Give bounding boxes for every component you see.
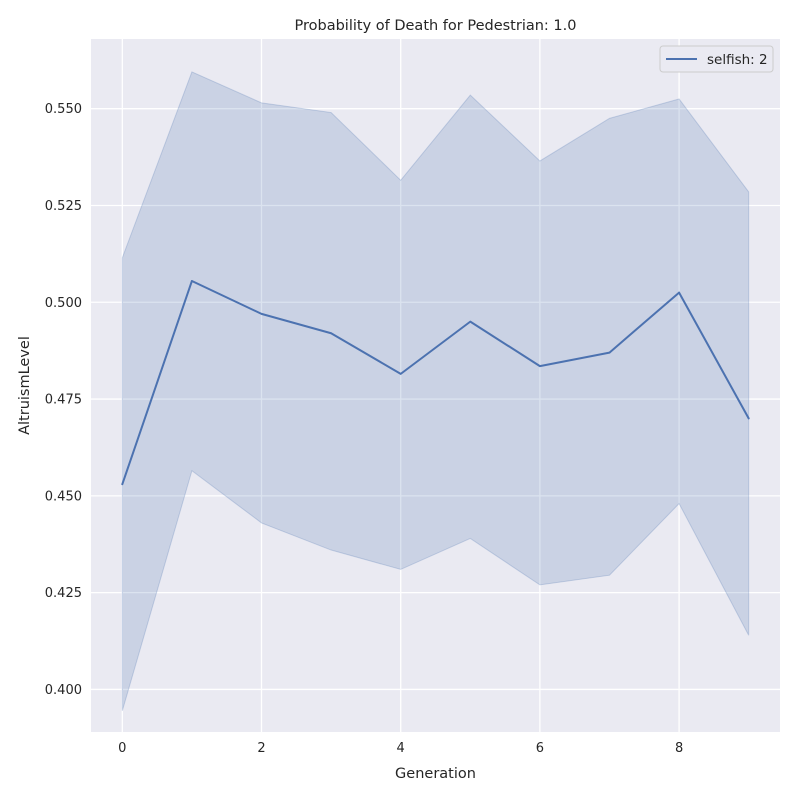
- x-axis-title: Generation: [395, 766, 476, 782]
- y-tick-label: 0.425: [45, 586, 82, 601]
- data-point: [678, 291, 680, 294]
- y-tick-label: 0.450: [45, 489, 82, 504]
- y-tick-label: 0.475: [45, 393, 82, 408]
- y-axis-title: AltruismLevel: [17, 336, 33, 435]
- x-tick-label: 4: [397, 741, 405, 756]
- y-tick-labels: 0.400 0.425 0.450 0.475 0.500 0.525 0.550: [45, 102, 82, 698]
- data-point: [330, 332, 332, 335]
- confidence-bands: [121, 71, 750, 711]
- y-tick-label: 0.550: [45, 102, 82, 117]
- series-lines: [121, 279, 750, 486]
- data-point: [608, 351, 611, 354]
- y-tick-label: 0.500: [45, 296, 82, 311]
- x-tick-label: 0: [118, 741, 126, 756]
- x-tick-label: 8: [675, 741, 683, 756]
- series-line: [121, 279, 750, 486]
- data-point: [191, 280, 193, 282]
- y-tick-label: 0.400: [45, 683, 82, 698]
- data-point: [469, 320, 472, 323]
- plot-background: [91, 39, 780, 732]
- x-tick-label: 2: [257, 741, 265, 756]
- data-point: [260, 313, 263, 315]
- data-point: [747, 417, 750, 420]
- x-tick-labels: 0 2 4 6 8: [118, 741, 683, 756]
- data-point: [399, 373, 402, 375]
- legend: selfish: 2: [659, 45, 774, 73]
- confidence-band: [121, 71, 750, 711]
- legend-box: [659, 45, 774, 73]
- data-point: [539, 365, 541, 367]
- x-tick-label: 6: [536, 741, 544, 756]
- grid: [91, 39, 780, 732]
- y-tick-label: 0.525: [45, 199, 82, 214]
- legend-label: selfish: 2: [707, 52, 768, 68]
- chart-title: Probability of Death for Pedestrian: 1.0: [295, 18, 577, 34]
- data-point: [121, 483, 124, 486]
